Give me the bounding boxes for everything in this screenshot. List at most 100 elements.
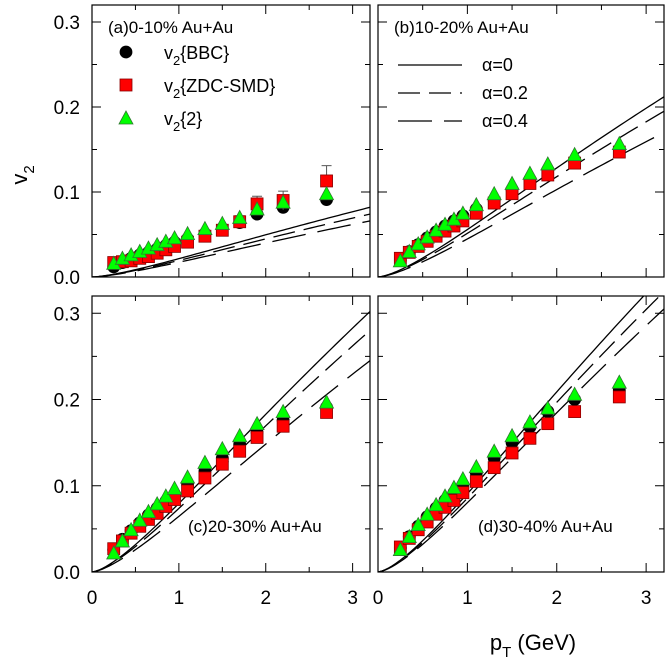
point-v22	[504, 175, 520, 190]
x-tick-label: 1	[462, 588, 473, 609]
point-v22	[566, 386, 583, 401]
point-v22	[437, 488, 453, 503]
curve-a0	[378, 96, 664, 277]
point-v22	[455, 205, 471, 220]
curve-a02	[378, 296, 661, 572]
legend-item-zdc: v2{ZDC-SMD}	[119, 76, 275, 101]
curve-a04	[378, 131, 664, 277]
hydro-curves	[378, 96, 664, 277]
panel-label: (d)30-40% Au+Au	[478, 517, 613, 536]
legend-label-a04: α=0.4	[482, 111, 528, 131]
y-axis-title: v2	[7, 165, 38, 184]
point-v2zdc-smd	[250, 431, 264, 444]
y-tick-label: 0.2	[54, 98, 80, 119]
point-v2zdc-smd	[612, 390, 626, 404]
y-tick-label: 0.3	[54, 304, 80, 325]
point-v22	[132, 512, 148, 527]
panel-c: 0.0 0.1 0.2 0.3 0 1 2 3 (c)20-30% Au+Au	[54, 295, 371, 609]
legend-marker-bbc	[119, 45, 133, 59]
point-v22	[158, 488, 174, 503]
x-axis-title-units: (GeV)	[511, 630, 576, 655]
panel-a: 0.0 0.1 0.2 0.3 (a)0-10% Au+Au	[54, 4, 371, 289]
legend-label-rest: {ZDC-SMD}	[180, 76, 275, 96]
point-v22	[214, 440, 230, 456]
panel-label: (a)0-10% Au+Au	[108, 18, 233, 37]
point-v22	[275, 403, 291, 418]
point-v22	[522, 414, 538, 429]
point-v2zdc-smd	[198, 471, 212, 485]
point-v2zdc-smd	[568, 405, 582, 418]
point-v22	[392, 541, 409, 556]
panel-label: (b)10-20% Au+Au	[394, 18, 529, 37]
point-v2zdc-smd	[469, 475, 483, 488]
panel-d: 0 1 2 3 (d)30-40% Au+Au	[373, 295, 665, 609]
x-tick-label: 0	[87, 588, 98, 609]
point-v22	[232, 427, 248, 443]
point-v22	[428, 496, 444, 512]
y-axis-title-sub: 2	[21, 165, 38, 173]
y-tick-label: 0.0	[54, 563, 80, 584]
point-v22	[455, 471, 471, 486]
point-v22	[140, 503, 157, 519]
legend-marker-v22	[118, 110, 134, 125]
point-v22	[468, 196, 484, 212]
point-v2zdc-smd	[541, 168, 555, 182]
y-tick-label: 0.3	[54, 13, 80, 34]
point-v22	[419, 506, 435, 521]
data-points	[392, 374, 627, 556]
point-v22	[401, 243, 417, 258]
y-axis-title-base: v	[7, 174, 32, 185]
y-tick-label: 0.0	[54, 268, 80, 289]
curve-a04	[92, 360, 370, 572]
point-v22	[540, 156, 556, 171]
point-v22	[197, 454, 213, 469]
panel-frame	[377, 295, 665, 573]
y-tick-label: 0.1	[54, 183, 80, 204]
legend-label-a02: α=0.2	[482, 83, 528, 103]
point-v2zdc-smd	[181, 484, 194, 498]
curve-a0	[378, 296, 645, 572]
point-v22	[114, 533, 131, 548]
point-v22	[179, 225, 196, 241]
legend-label-rest: {2}	[180, 109, 202, 129]
point-v22	[566, 146, 583, 162]
legend-label-base: v	[164, 43, 173, 63]
point-v22	[166, 480, 183, 495]
legend-label-sub: 2	[173, 86, 180, 101]
curve-a0	[92, 311, 370, 572]
point-v22	[540, 400, 556, 415]
point-v22	[318, 394, 335, 409]
x-tick-label: 3	[347, 588, 358, 609]
legend-label-base: v	[164, 76, 173, 96]
data-points	[106, 165, 335, 274]
x-axis-title-sub: T	[502, 644, 511, 661]
x-tick-label: 0	[373, 588, 384, 609]
curve-a04	[92, 220, 370, 277]
point-v22	[486, 443, 502, 458]
x-tick-label: 3	[641, 588, 652, 609]
point-v2zdc-smd	[276, 419, 290, 433]
legend-item-a02: α=0.2	[398, 83, 528, 103]
point-v22	[275, 194, 291, 209]
point-v22	[611, 135, 627, 150]
point-v2zdc-smd	[320, 174, 333, 188]
legend-label-a0: α=0	[482, 55, 513, 75]
point-v2zdc-smd	[487, 461, 501, 475]
point-v22	[446, 479, 462, 494]
point-v22	[106, 545, 122, 560]
legend-item-a0: α=0	[398, 55, 513, 75]
curve-a02	[92, 213, 370, 277]
y-tick-label: 0.2	[54, 391, 80, 412]
point-v22	[179, 469, 196, 484]
panel-frame	[91, 4, 371, 278]
legend-item-a04: α=0.4	[398, 111, 528, 131]
hydro-curves	[92, 206, 370, 277]
point-v2zdc-smd	[215, 457, 229, 471]
legend-item-v22: v2{2}	[118, 109, 202, 134]
point-v22	[522, 165, 538, 180]
panel-frame	[91, 295, 371, 573]
curve-a04	[378, 308, 664, 572]
point-v2zdc-smd	[541, 417, 555, 431]
legend-label-v22: v2{2}	[164, 109, 202, 134]
